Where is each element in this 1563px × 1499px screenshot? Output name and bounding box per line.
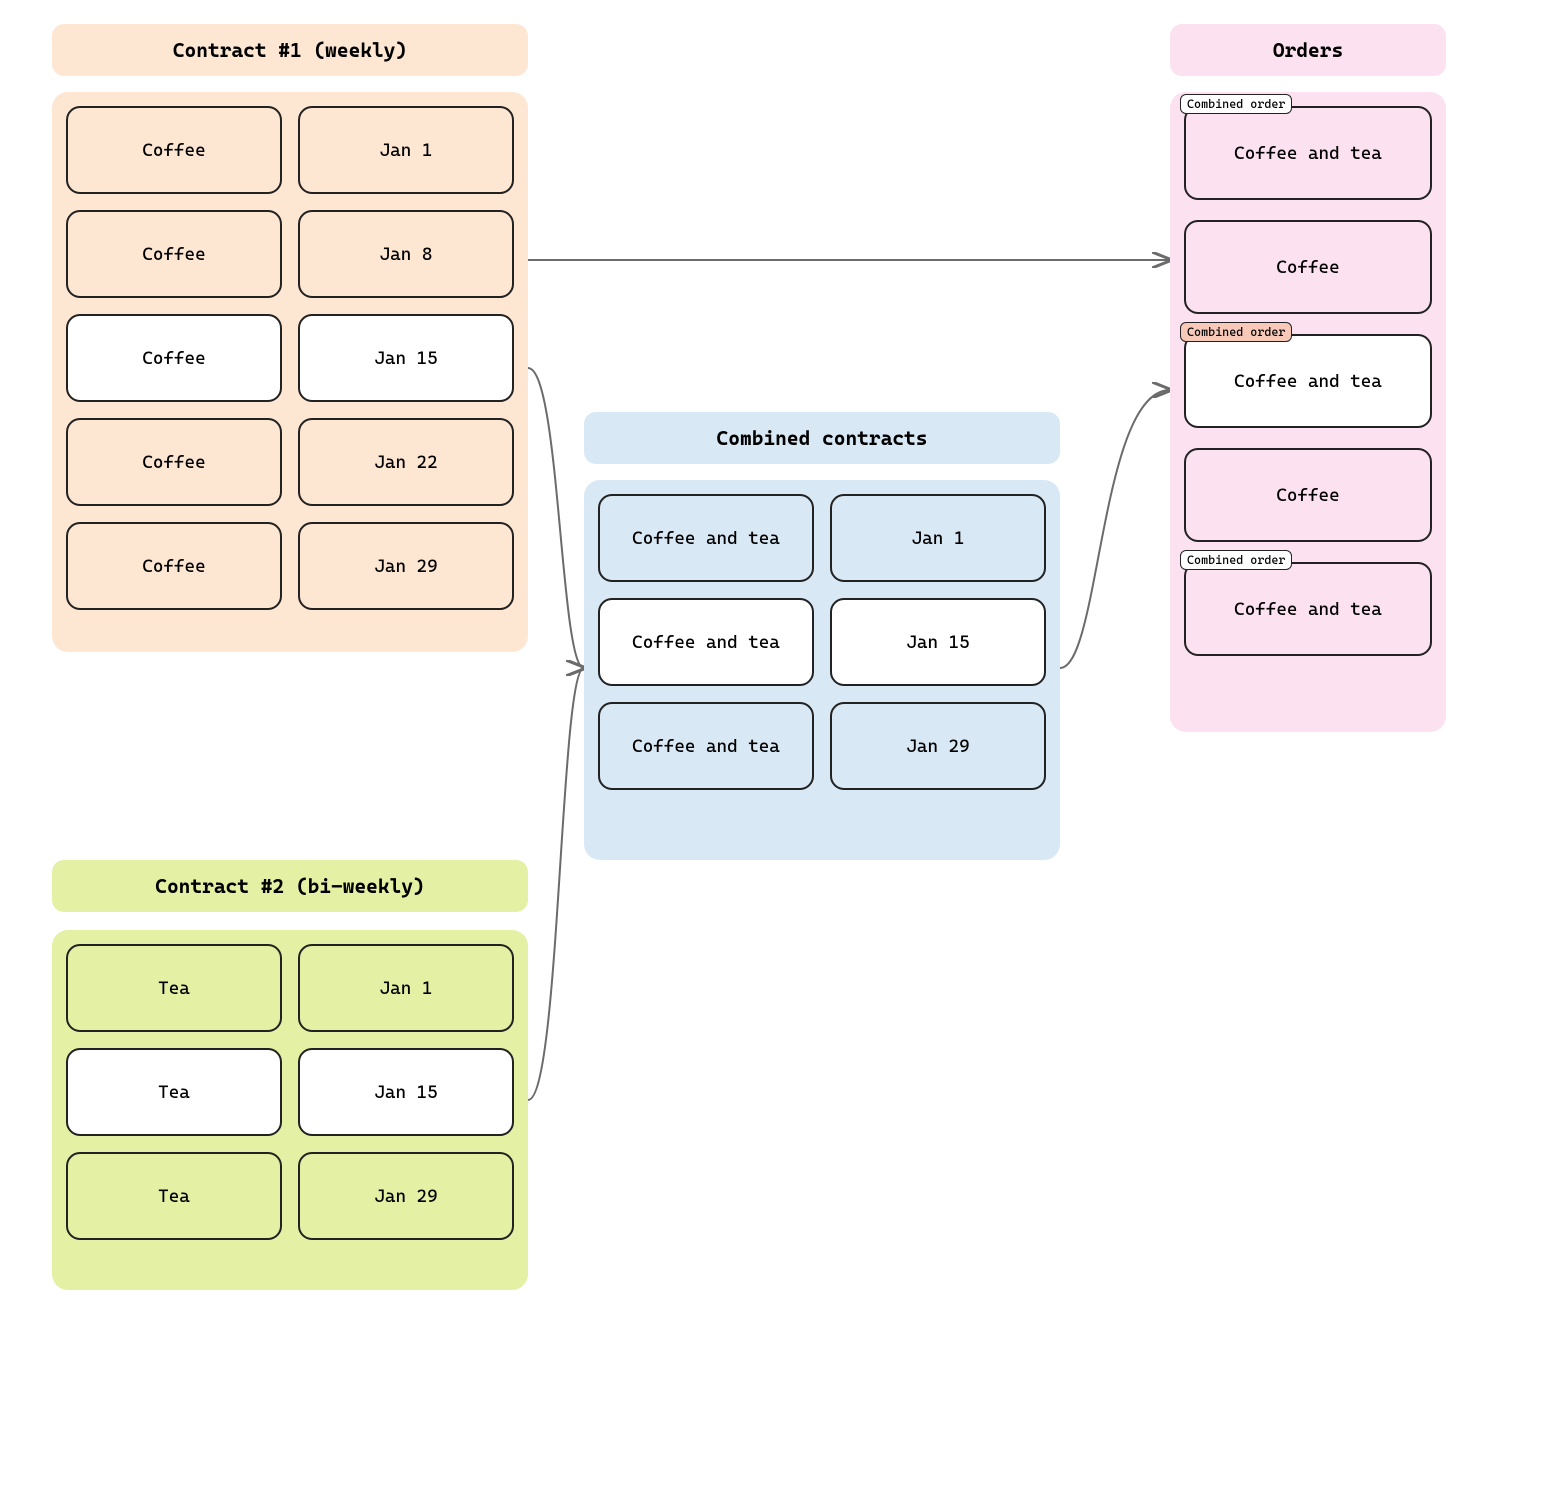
orders-title: Orders	[1170, 24, 1446, 76]
order-label: Coffee and tea	[1234, 371, 1382, 392]
flow-arrow	[528, 668, 584, 1100]
date-cell: Jan 15	[298, 314, 514, 402]
product-cell: Tea	[66, 944, 282, 1032]
flow-arrow	[528, 368, 584, 668]
date-cell: Jan 29	[298, 522, 514, 610]
combined-title: Combined contracts	[584, 412, 1060, 464]
product-cell: Coffee	[66, 314, 282, 402]
date-cell: Jan 8	[298, 210, 514, 298]
order-label: Coffee	[1276, 257, 1339, 278]
product-cell: Tea	[66, 1152, 282, 1240]
product-cell: Coffee	[66, 418, 282, 506]
contract2-title: Contract #2 (bi-weekly)	[52, 860, 528, 912]
contract1-panel: CoffeeJan 1CoffeeJan 8CoffeeJan 15Coffee…	[52, 92, 528, 652]
product-cell: Coffee and tea	[598, 702, 814, 790]
date-cell: Jan 29	[298, 1152, 514, 1240]
date-cell: Jan 22	[298, 418, 514, 506]
contract1-grid: CoffeeJan 1CoffeeJan 8CoffeeJan 15Coffee…	[66, 106, 514, 610]
contract2-panel: TeaJan 1TeaJan 15TeaJan 29	[52, 930, 528, 1290]
contract1-title: Contract #1 (weekly)	[52, 24, 528, 76]
product-cell: Coffee	[66, 210, 282, 298]
combined-grid: Coffee and teaJan 1Coffee and teaJan 15C…	[598, 494, 1046, 790]
date-cell: Jan 15	[298, 1048, 514, 1136]
order-label: Coffee and tea	[1234, 599, 1382, 620]
combined-order-tag: Combined order	[1180, 94, 1292, 114]
product-cell: Coffee and tea	[598, 494, 814, 582]
product-cell: Tea	[66, 1048, 282, 1136]
flow-arrow	[1060, 390, 1170, 668]
combined-order-tag: Combined order	[1180, 322, 1292, 342]
orders-panel: Coffee and teaCombined orderCoffeeCoffee…	[1170, 92, 1446, 732]
product-cell: Coffee	[66, 522, 282, 610]
product-cell: Coffee	[66, 106, 282, 194]
date-cell: Jan 15	[830, 598, 1046, 686]
order-item: Coffee	[1184, 448, 1432, 542]
product-cell: Coffee and tea	[598, 598, 814, 686]
date-cell: Jan 1	[830, 494, 1046, 582]
order-item: Coffee	[1184, 220, 1432, 314]
order-item: Coffee and teaCombined order	[1184, 106, 1432, 200]
combined-order-tag: Combined order	[1180, 550, 1292, 570]
date-cell: Jan 29	[830, 702, 1046, 790]
contract2-grid: TeaJan 1TeaJan 15TeaJan 29	[66, 944, 514, 1240]
diagram-canvas: Contract #1 (weekly) CoffeeJan 1CoffeeJa…	[0, 0, 1563, 1499]
date-cell: Jan 1	[298, 106, 514, 194]
date-cell: Jan 1	[298, 944, 514, 1032]
combined-panel: Coffee and teaJan 1Coffee and teaJan 15C…	[584, 480, 1060, 860]
orders-column: Coffee and teaCombined order Coffee Coffee…	[1184, 106, 1432, 656]
order-item: Coffee and teaCombined order	[1184, 334, 1432, 428]
order-label: Coffee and tea	[1234, 143, 1382, 164]
order-label: Coffee	[1276, 485, 1339, 506]
order-item: Coffee and teaCombined order	[1184, 562, 1432, 656]
